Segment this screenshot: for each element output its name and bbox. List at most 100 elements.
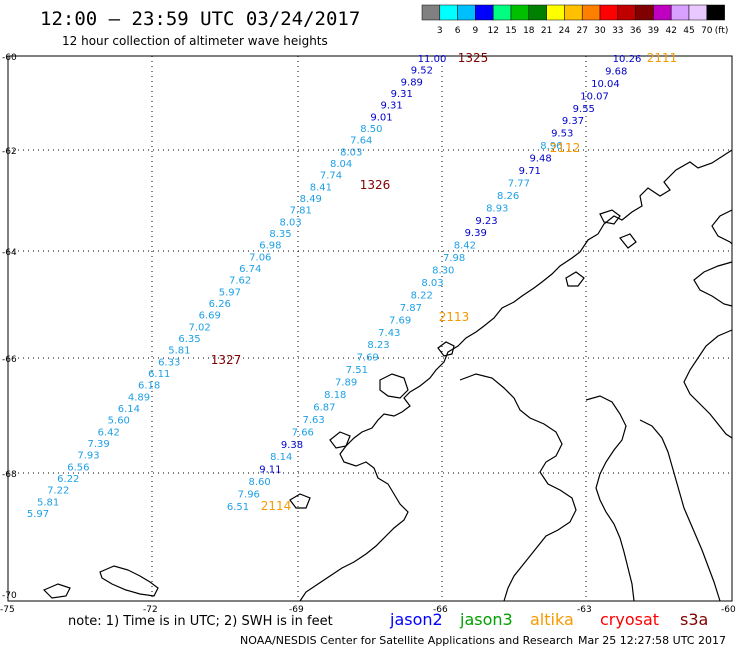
track-id-label: 2114 bbox=[261, 499, 292, 513]
wave-height-value: 9.89 bbox=[401, 77, 423, 88]
scale-swatch bbox=[564, 4, 583, 21]
wave-height-value: 8.96 bbox=[540, 141, 562, 152]
wave-height-value: 9.01 bbox=[370, 112, 392, 123]
wave-height-value: 8.49 bbox=[300, 194, 322, 205]
wave-height-value: 5.97 bbox=[27, 509, 49, 520]
scale-label: 12 bbox=[487, 26, 498, 36]
scale-swatch bbox=[617, 4, 636, 21]
wave-height-value: 9.37 bbox=[562, 116, 584, 127]
wave-height-value: 8.03 bbox=[421, 278, 443, 289]
satellite-name: jason2 bbox=[389, 610, 443, 629]
track-pass-1325-1327: 11.009.529.899.319.319.018.507.648.038.0… bbox=[27, 54, 446, 520]
track-id-label: 2112 bbox=[550, 141, 581, 155]
wave-height-value: 7.87 bbox=[400, 303, 422, 314]
scale-swatch bbox=[510, 4, 530, 21]
scale-label: 15 bbox=[505, 26, 516, 36]
scale-swatch bbox=[706, 4, 725, 21]
wave-height-value: 7.06 bbox=[249, 252, 271, 263]
wave-height-value: 9.23 bbox=[475, 216, 497, 227]
wave-height-value: 5.97 bbox=[219, 287, 241, 298]
map-frame bbox=[7, 55, 733, 602]
wave-height-value: 7.69 bbox=[357, 353, 379, 364]
satellite-legend: jason2 jason3 altika cryosat s3a bbox=[389, 610, 708, 629]
lon-label: -72 bbox=[143, 605, 158, 615]
track-id-label: 1327 bbox=[211, 353, 242, 367]
scale-label: 45 bbox=[683, 26, 694, 36]
wave-height-value: 11.00 bbox=[418, 54, 447, 65]
scale-label: 33 bbox=[612, 26, 623, 36]
track-id-label: 1326 bbox=[360, 178, 391, 192]
wave-height-value: 6.14 bbox=[118, 404, 140, 415]
scale-swatch bbox=[599, 4, 619, 21]
wave-height-value: 5.81 bbox=[168, 346, 190, 357]
lat-label: -68 bbox=[2, 470, 17, 480]
wave-height-value: 9.55 bbox=[573, 104, 595, 115]
scale-swatch bbox=[688, 4, 708, 21]
wave-height-value: 8.03 bbox=[279, 217, 301, 228]
track-pass-2111-2114: 10.269.6810.0410.079.559.379.538.969.489… bbox=[227, 54, 641, 513]
scale-swatch bbox=[546, 4, 565, 21]
scale-label: 6 bbox=[455, 26, 461, 36]
wave-height-value: 6.87 bbox=[313, 402, 335, 413]
scale-label: 42 bbox=[665, 26, 676, 36]
scale-label: 70 bbox=[701, 26, 713, 36]
wave-height-value: 8.35 bbox=[269, 229, 291, 240]
scale-swatch bbox=[475, 4, 494, 21]
satellite-name: cryosat bbox=[600, 610, 659, 629]
wave-height-value: 5.81 bbox=[37, 497, 59, 508]
map-subtitle: 12 hour collection of altimeter wave hei… bbox=[62, 34, 328, 48]
wave-height-value: 6.11 bbox=[148, 369, 170, 380]
wave-height-value: 7.62 bbox=[229, 276, 251, 287]
wave-height-value: 6.98 bbox=[259, 241, 281, 252]
wave-height-value: 9.39 bbox=[465, 228, 487, 239]
satellite-name: altika bbox=[530, 610, 574, 629]
wave-height-value: 6.74 bbox=[239, 264, 261, 275]
scale-swatch bbox=[421, 4, 441, 21]
wave-height-value: 9.68 bbox=[605, 66, 627, 77]
wave-height-value: 8.42 bbox=[454, 241, 476, 252]
wave-height-value: 9.31 bbox=[391, 89, 413, 100]
wave-height-value: 7.02 bbox=[188, 322, 210, 333]
wave-height-value: 6.33 bbox=[158, 357, 180, 368]
satellite-name: s3a bbox=[680, 610, 708, 629]
scale-swatch bbox=[635, 4, 654, 21]
wave-height-value: 6.18 bbox=[138, 381, 160, 392]
lon-label: -66 bbox=[433, 605, 448, 615]
satellite-name: jason3 bbox=[459, 610, 513, 629]
map-title: 12:00 – 23:59 UTC 03/24/2017 bbox=[40, 8, 360, 30]
wave-height-value: 7.39 bbox=[87, 439, 109, 450]
lon-label: -75 bbox=[0, 605, 15, 615]
lat-label: -70 bbox=[2, 591, 17, 601]
lat-label: -64 bbox=[2, 248, 17, 258]
track-id-label: 2111 bbox=[647, 51, 678, 65]
wave-height-value: 9.48 bbox=[529, 154, 551, 165]
wave-height-color-scale: 3 6 9 12 15 18 21 24 27 30 33 36 39 42 45 70 (ft) bbox=[421, 4, 728, 36]
scale-label: 27 bbox=[576, 26, 587, 36]
track-id-label: 1325 bbox=[458, 51, 489, 65]
scale-label: 39 bbox=[648, 26, 660, 36]
scale-swatch bbox=[439, 4, 458, 21]
wave-height-value: 8.03 bbox=[340, 147, 362, 158]
wave-height-value: 7.22 bbox=[47, 486, 69, 497]
wave-height-value: 7.81 bbox=[290, 206, 312, 217]
wave-height-value: 7.69 bbox=[389, 315, 411, 326]
scale-swatch bbox=[670, 4, 690, 21]
scale-swatch bbox=[581, 4, 601, 21]
wave-height-value: 6.35 bbox=[178, 334, 200, 345]
scale-swatch bbox=[457, 4, 476, 21]
scale-label: 21 bbox=[541, 26, 552, 36]
wave-height-value: 7.63 bbox=[302, 415, 324, 426]
wave-height-value: 8.23 bbox=[367, 340, 389, 351]
wave-height-value: 6.42 bbox=[98, 427, 120, 438]
wave-height-value: 7.66 bbox=[292, 427, 314, 438]
wave-height-value: 9.31 bbox=[380, 101, 402, 112]
wave-height-value: 5.60 bbox=[108, 416, 130, 427]
wave-height-value: 8.30 bbox=[432, 266, 454, 277]
wave-height-value: 9.52 bbox=[411, 66, 433, 77]
longitude-labels: -75 -72 -69 -66 -63 -60 bbox=[0, 605, 736, 615]
footer-note: note: 1) Time is in UTC; 2) SWH is in fe… bbox=[68, 614, 333, 629]
wave-height-value: 7.51 bbox=[346, 365, 368, 376]
wave-height-value: 9.11 bbox=[259, 465, 281, 476]
scale-label: 9 bbox=[473, 26, 479, 36]
